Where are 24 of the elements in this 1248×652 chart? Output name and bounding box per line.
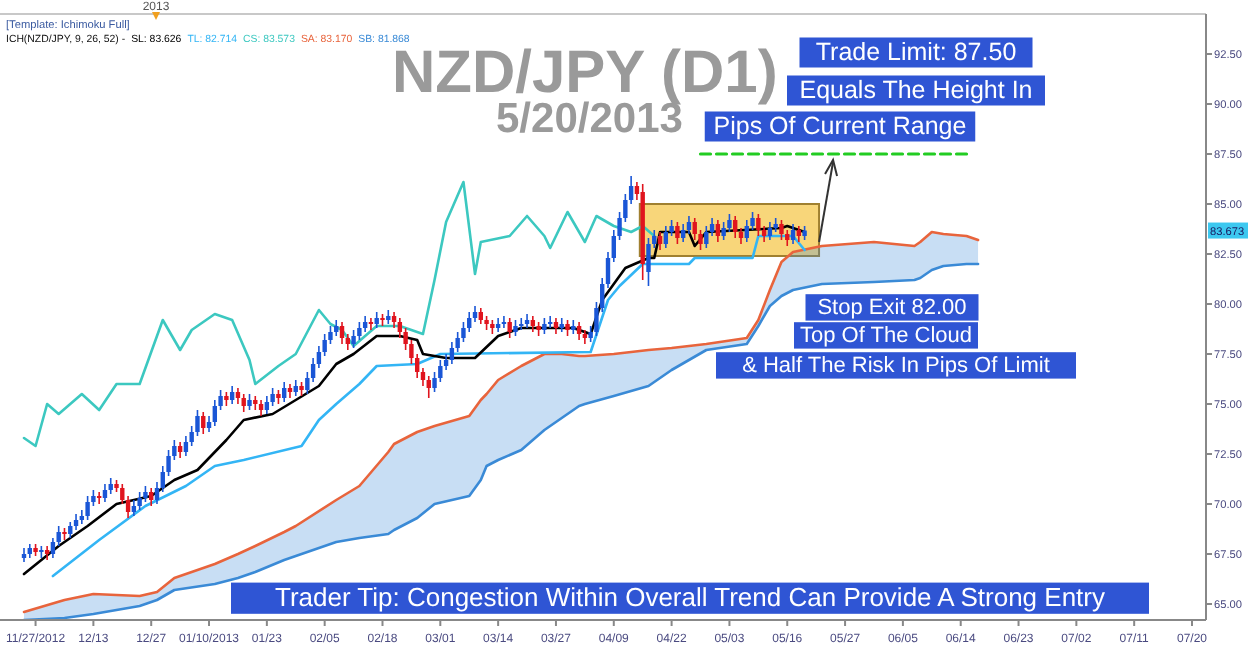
candlestick — [426, 375, 431, 399]
candlestick — [663, 225, 669, 249]
annotation: & Half The Risk In Pips Of Limit — [742, 354, 1050, 378]
candlestick — [733, 215, 738, 239]
candlestick — [646, 237, 651, 287]
annotation: Top Of The Cloud — [799, 324, 973, 348]
annotation: Equals The Height In — [799, 76, 1033, 104]
candlestick — [507, 317, 512, 339]
candlestick — [715, 219, 721, 243]
annotation: Pips Of Current Range — [713, 112, 967, 140]
candlestick — [790, 223, 796, 245]
annotation: Trader Tip: Congestion Within Overall Trend Can Provide A Strong Entry — [275, 582, 1106, 612]
candlestick — [201, 411, 206, 435]
candlestick — [744, 219, 749, 243]
candlestick — [675, 221, 680, 245]
annotation: Stop Exit 82.00 — [817, 296, 967, 320]
line-series — [22, 180, 656, 448]
candlestick — [339, 321, 345, 345]
annotation: Trade Limit: 87.50 — [815, 38, 1017, 66]
candlestick — [85, 495, 90, 521]
candlestick — [779, 219, 784, 241]
candlestick — [756, 213, 761, 237]
candlestick — [282, 381, 287, 403]
candlestick — [704, 225, 709, 249]
